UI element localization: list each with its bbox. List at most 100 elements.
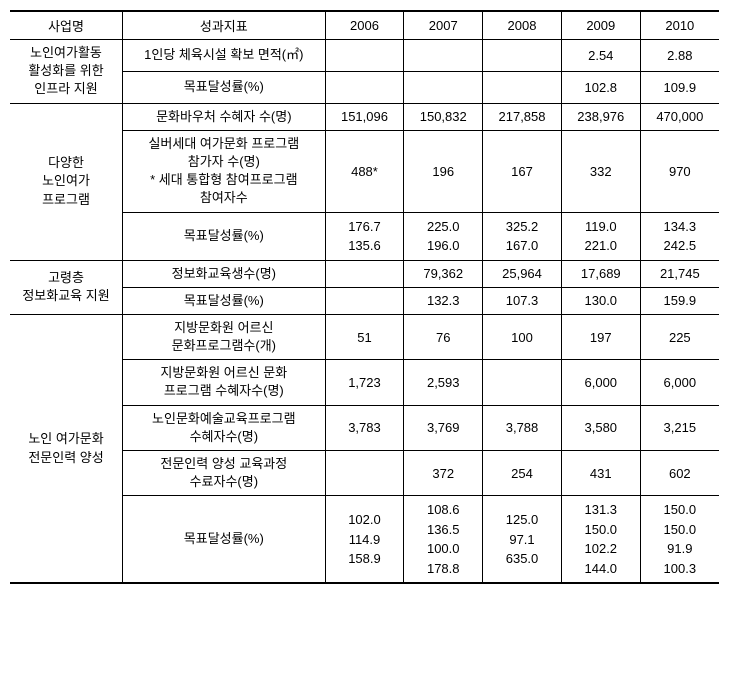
- cell: 150,832: [404, 103, 483, 130]
- biz-name: 노인 여가문화전문인력 양성: [10, 314, 123, 583]
- val: 125.0: [489, 510, 555, 530]
- cell: [325, 260, 404, 287]
- val: 144.0: [568, 559, 634, 579]
- val: 196.0: [410, 236, 476, 256]
- cell: 150.0 150.0 91.9 100.3: [640, 496, 719, 584]
- cell: [325, 287, 404, 314]
- cell: 2.54: [561, 40, 640, 72]
- indicator: 실버세대 여가문화 프로그램참가자 수(명)* 세대 통합형 참여프로그램참여자…: [123, 130, 326, 212]
- indicator: 지방문화원 어르신 문화프로그램 수혜자수(명): [123, 360, 326, 405]
- val: 225.0: [410, 217, 476, 237]
- cell: 107.3: [483, 287, 562, 314]
- header-row: 사업명 성과지표 2006 2007 2008 2009 2010: [10, 11, 719, 40]
- cell: [325, 71, 404, 103]
- col-biz: 사업명: [10, 11, 123, 40]
- cell: 3,769: [404, 405, 483, 450]
- cell: 3,788: [483, 405, 562, 450]
- indicator: 목표달성률(%): [123, 71, 326, 103]
- col-2007: 2007: [404, 11, 483, 40]
- cell: 488*: [325, 130, 404, 212]
- val: 150.0: [568, 520, 634, 540]
- indicator: 목표달성률(%): [123, 212, 326, 260]
- indicator: 노인문화예술교육프로그램수혜자수(명): [123, 405, 326, 450]
- cell: 238,976: [561, 103, 640, 130]
- val: 150.0: [647, 520, 713, 540]
- val: 102.2: [568, 539, 634, 559]
- biz-name: 고령층정보화교육 지원: [10, 260, 123, 314]
- cell: 372: [404, 451, 483, 496]
- cell: [404, 40, 483, 72]
- cell: 217,858: [483, 103, 562, 130]
- cell: [483, 360, 562, 405]
- cell: 159.9: [640, 287, 719, 314]
- cell: 470,000: [640, 103, 719, 130]
- cell: 17,689: [561, 260, 640, 287]
- cell: 197: [561, 314, 640, 359]
- cell: 100: [483, 314, 562, 359]
- cell: 102.0 114.9 158.9: [325, 496, 404, 584]
- cell: 125.0 97.1 635.0: [483, 496, 562, 584]
- cell: 1,723: [325, 360, 404, 405]
- indicator: 문화바우처 수혜자 수(명): [123, 103, 326, 130]
- cell: 602: [640, 451, 719, 496]
- cell: 332: [561, 130, 640, 212]
- val: 221.0: [568, 236, 634, 256]
- val: 108.6: [410, 500, 476, 520]
- indicator: 지방문화원 어르신문화프로그램수(개): [123, 314, 326, 359]
- col-2009: 2009: [561, 11, 640, 40]
- cell: 225.0 196.0: [404, 212, 483, 260]
- cell: 130.0: [561, 287, 640, 314]
- biz-name: 다양한노인여가프로그램: [10, 103, 123, 260]
- cell: [483, 40, 562, 72]
- val: 100.3: [647, 559, 713, 579]
- cell: [325, 40, 404, 72]
- val: 178.8: [410, 559, 476, 579]
- val: 131.3: [568, 500, 634, 520]
- cell: 970: [640, 130, 719, 212]
- biz-name: 노인여가활동활성화를 위한인프라 지원: [10, 40, 123, 104]
- cell: 431: [561, 451, 640, 496]
- cell: 108.6 136.5 100.0 178.8: [404, 496, 483, 584]
- val: 635.0: [489, 549, 555, 569]
- cell: [404, 71, 483, 103]
- val: 176.7: [332, 217, 398, 237]
- col-2008: 2008: [483, 11, 562, 40]
- cell: 2,593: [404, 360, 483, 405]
- cell: 134.3 242.5: [640, 212, 719, 260]
- cell: 6,000: [640, 360, 719, 405]
- cell: 6,000: [561, 360, 640, 405]
- val: 135.6: [332, 236, 398, 256]
- col-2006: 2006: [325, 11, 404, 40]
- cell: 109.9: [640, 71, 719, 103]
- table-row: 다양한노인여가프로그램 문화바우처 수혜자 수(명) 151,096 150,8…: [10, 103, 719, 130]
- cell: 225: [640, 314, 719, 359]
- cell: 131.3 150.0 102.2 144.0: [561, 496, 640, 584]
- cell: 3,215: [640, 405, 719, 450]
- cell: 254: [483, 451, 562, 496]
- cell: [483, 71, 562, 103]
- val: 91.9: [647, 539, 713, 559]
- cell: 176.7 135.6: [325, 212, 404, 260]
- indicator: 1인당 체육시설 확보 면적(㎡): [123, 40, 326, 72]
- cell: 102.8: [561, 71, 640, 103]
- cell: [325, 451, 404, 496]
- val: 100.0: [410, 539, 476, 559]
- val: 150.0: [647, 500, 713, 520]
- cell: 119.0 221.0: [561, 212, 640, 260]
- cell: 76: [404, 314, 483, 359]
- val: 242.5: [647, 236, 713, 256]
- col-2010: 2010: [640, 11, 719, 40]
- val: 136.5: [410, 520, 476, 540]
- data-table: 사업명 성과지표 2006 2007 2008 2009 2010 노인여가활동…: [10, 10, 719, 584]
- cell: 79,362: [404, 260, 483, 287]
- cell: 151,096: [325, 103, 404, 130]
- indicator: 정보화교육생수(명): [123, 260, 326, 287]
- indicator: 목표달성률(%): [123, 496, 326, 584]
- cell: 51: [325, 314, 404, 359]
- val: 167.0: [489, 236, 555, 256]
- val: 325.2: [489, 217, 555, 237]
- table-row: 노인여가활동활성화를 위한인프라 지원 1인당 체육시설 확보 면적(㎡) 2.…: [10, 40, 719, 72]
- val: 134.3: [647, 217, 713, 237]
- table-row: 노인 여가문화전문인력 양성 지방문화원 어르신문화프로그램수(개) 51 76…: [10, 314, 719, 359]
- table-row: 고령층정보화교육 지원 정보화교육생수(명) 79,362 25,964 17,…: [10, 260, 719, 287]
